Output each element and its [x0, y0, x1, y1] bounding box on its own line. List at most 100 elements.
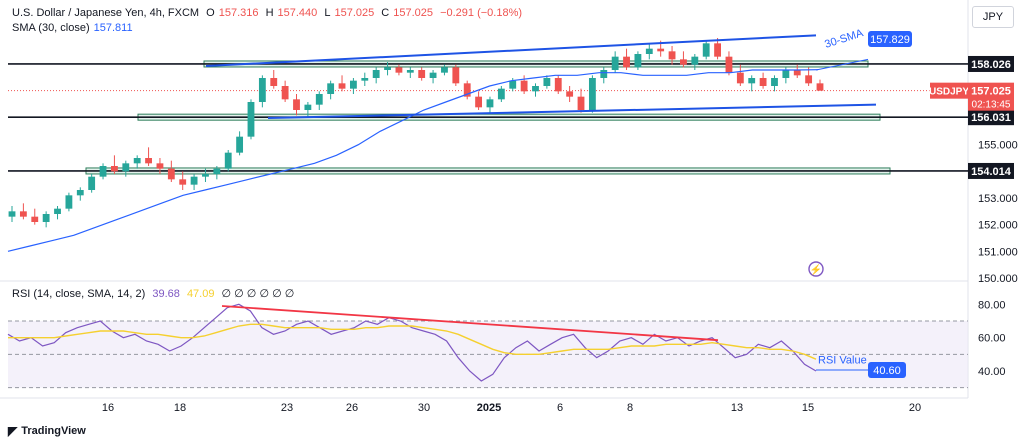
- badge-158-bg: [968, 55, 1014, 72]
- candle-body: [247, 102, 255, 137]
- tradingview-icon: ◤: [8, 424, 18, 438]
- sma-label: SMA (30, close): [12, 22, 90, 34]
- symbol-badge-bg: [930, 82, 968, 99]
- candle-body: [725, 56, 733, 73]
- candle-body: [304, 104, 312, 110]
- lightning-icon: [808, 261, 824, 277]
- candle-body: [657, 48, 665, 52]
- rsi-extras: ∅ ∅ ∅ ∅ ∅ ∅: [221, 288, 295, 300]
- rsi-value-box-bg: [868, 362, 906, 378]
- candle-body: [623, 56, 630, 68]
- price-tick: 150.000: [978, 273, 1018, 285]
- candle-body: [668, 51, 676, 60]
- h-label: H: [265, 7, 274, 19]
- candle-body: [179, 179, 187, 185]
- candle-body: [236, 136, 244, 153]
- candle-body: [418, 70, 426, 78]
- time-tick: 16: [102, 402, 114, 414]
- candle-body: [224, 152, 232, 169]
- candle-body: [577, 96, 585, 110]
- last-price-badge-bg: [968, 82, 1014, 111]
- time-tick: 20: [909, 402, 921, 414]
- candle-body: [543, 78, 551, 86]
- time-tick: 30: [418, 402, 430, 414]
- candle-body: [782, 70, 790, 78]
- lightning-icon-glyph: ⚡: [810, 263, 822, 276]
- time-tick: 6: [557, 402, 563, 414]
- candle-body: [156, 163, 164, 169]
- candle-body: [315, 94, 323, 105]
- price-tick: 152.000: [978, 220, 1018, 232]
- candle-body: [406, 70, 414, 73]
- channel-lower-line: [267, 103, 877, 119]
- candle-body: [42, 214, 50, 222]
- rsi-line: [7, 303, 817, 382]
- change-value: −0.291 (−0.18%): [440, 7, 523, 19]
- l-value: 157.025: [334, 7, 375, 19]
- candle-body: [600, 70, 608, 78]
- candle-body: [793, 70, 801, 76]
- symbol-title: U.S. Dollar / Japanese Yen, 4h, FXCM: [12, 7, 200, 19]
- candle-body: [122, 163, 130, 172]
- candles: [8, 38, 824, 228]
- time-tick: 13: [731, 402, 743, 414]
- candle-body: [88, 176, 96, 190]
- candle-body: [736, 72, 744, 84]
- h-value: 157.440: [277, 7, 318, 19]
- currency-button[interactable]: JPY: [972, 6, 1014, 28]
- rsi-tick: 60.00: [978, 333, 1006, 345]
- candle-body: [748, 78, 756, 84]
- rsi-sma-value: 47.09: [186, 288, 215, 300]
- time-tick: 2025: [477, 402, 501, 414]
- candle-body: [213, 168, 221, 174]
- trend-channel: 30-SMA 157.829: [205, 27, 912, 119]
- candle-body: [634, 54, 642, 68]
- time-tick: 18: [174, 402, 186, 414]
- candle-body: [202, 174, 209, 177]
- candle-body: [270, 78, 278, 86]
- candle-body: [349, 80, 357, 89]
- c-label: C: [381, 7, 390, 19]
- candle-body: [111, 166, 118, 172]
- candle-body: [702, 43, 710, 57]
- o-value: 157.316: [218, 7, 259, 19]
- sma-annotation-connector: [815, 58, 869, 71]
- candle-body: [429, 72, 437, 78]
- candle-body: [486, 99, 494, 108]
- rsi-value-label: RSI Value: [818, 355, 867, 367]
- rsi-value: 39.68: [152, 288, 180, 300]
- c-value: 157.025: [393, 7, 434, 19]
- rsi-trendline: [221, 305, 719, 342]
- candle-body: [475, 96, 483, 108]
- candle-body: [691, 56, 699, 65]
- candle-body: [167, 168, 175, 180]
- candle-body: [463, 83, 471, 97]
- sma-annotation-label: 30-SMA: [823, 27, 865, 51]
- candle-body: [338, 83, 346, 89]
- sma-header: SMA (30, close) 157.811: [12, 22, 137, 34]
- time-tick: 15: [802, 402, 814, 414]
- candle-body: [145, 158, 152, 164]
- badge-154: 154.014: [971, 166, 1012, 178]
- last-price-badge: 157.025: [971, 86, 1011, 98]
- time-tick: 23: [281, 402, 293, 414]
- rsi-tick: 80.00: [978, 299, 1006, 311]
- candle-body: [384, 67, 391, 70]
- candle-body: [441, 67, 448, 73]
- l-label: L: [324, 7, 331, 19]
- candle-body: [395, 67, 403, 73]
- sma-annotation-value: 157.829: [870, 34, 910, 46]
- sma-value: 157.811: [93, 22, 133, 34]
- candle-body: [645, 48, 653, 54]
- sma-annotation-box: [868, 31, 912, 47]
- rsi-header: RSI (14, close, SMA, 14, 2) 39.68 47.09 …: [12, 287, 298, 300]
- candle-body: [771, 78, 778, 86]
- candle-body: [8, 211, 16, 217]
- tradingview-logo[interactable]: ◤ TradingView: [8, 424, 86, 438]
- rsi-pane: RSI Value 40.60 80.00 60.00 40.00: [7, 299, 1006, 389]
- candle-body: [281, 86, 289, 100]
- candle-body: [805, 75, 813, 84]
- candle-body: [509, 80, 517, 89]
- candle-body: [76, 190, 84, 196]
